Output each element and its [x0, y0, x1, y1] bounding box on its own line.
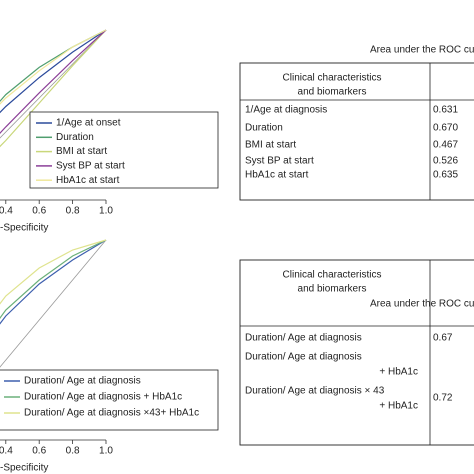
row-label: + HbA1c [379, 367, 418, 378]
row-label: 1/Age at diagnosis [245, 105, 327, 116]
table-header: Clinical characteristics [283, 270, 382, 281]
table-header: and biomarkers [298, 284, 367, 295]
row-label: Syst BP at start [245, 156, 314, 167]
table-title: Area under the ROC curv [370, 45, 474, 56]
row-label: Duration/ Age at diagnosis [245, 352, 362, 363]
row-value: 0.631 [433, 105, 458, 116]
x-tick-label: 0.4 [0, 446, 13, 457]
table-frame [239, 62, 474, 201]
row-label: Duration [245, 123, 283, 134]
x-tick-label: 0.6 [32, 446, 46, 457]
roc-curve [0, 239, 107, 305]
table-header: Clinical characteristics [283, 73, 382, 84]
roc-curve [0, 29, 107, 114]
x-tick-label: 1.0 [99, 206, 113, 217]
row-label: Duration/ Age at diagnosis [245, 333, 362, 344]
legend-label: Duration/ Age at diagnosis ×43+ HbA1c [24, 408, 199, 419]
table-header: and biomarkers [298, 87, 367, 98]
legend-label: Duration/ Age at diagnosis [24, 376, 141, 387]
legend-label: Duration [56, 132, 94, 143]
row-label: + HbA1c [379, 401, 418, 412]
table-title: Area under the ROC curv [370, 299, 474, 310]
roc-curve [0, 239, 107, 320]
legend-label: BMI at start [56, 146, 107, 157]
x-tick-label: 0.4 [0, 206, 13, 217]
row-value: 0.67 [433, 333, 453, 344]
row-value: 0.635 [433, 170, 458, 181]
x-tick-label: 0.8 [66, 446, 80, 457]
legend-box [0, 369, 219, 431]
row-label: Duration/ Age at diagnosis × 43 [245, 386, 385, 397]
legend-label: 1/Age at onset [56, 118, 121, 129]
x-tick-label: 1.0 [99, 446, 113, 457]
legend-label: HbA1c at start [56, 175, 120, 186]
row-label: BMI at start [245, 140, 296, 151]
reference-line [0, 239, 107, 368]
x-tick-label: 0.6 [32, 206, 46, 217]
x-axis-label: -Specificity [0, 223, 48, 234]
x-tick-label: 0.8 [66, 206, 80, 217]
row-label: HbA1c at start [245, 170, 309, 181]
legend-label: Duration/ Age at diagnosis + HbA1c [24, 392, 182, 403]
roc-curve [0, 29, 107, 105]
roc-curve [0, 239, 107, 325]
table-frame [239, 259, 474, 446]
row-value: 0.670 [433, 123, 458, 134]
legend-label: Syst BP at start [56, 161, 125, 172]
reference-line [0, 29, 107, 139]
roc-curve [0, 29, 107, 148]
row-value: 0.467 [433, 140, 458, 151]
x-axis-label: -Specificity [0, 463, 48, 474]
roc-curve [0, 29, 107, 134]
legend-box [29, 111, 219, 189]
row-value: 0.526 [433, 156, 458, 167]
row-value: 0.72 [433, 393, 453, 404]
